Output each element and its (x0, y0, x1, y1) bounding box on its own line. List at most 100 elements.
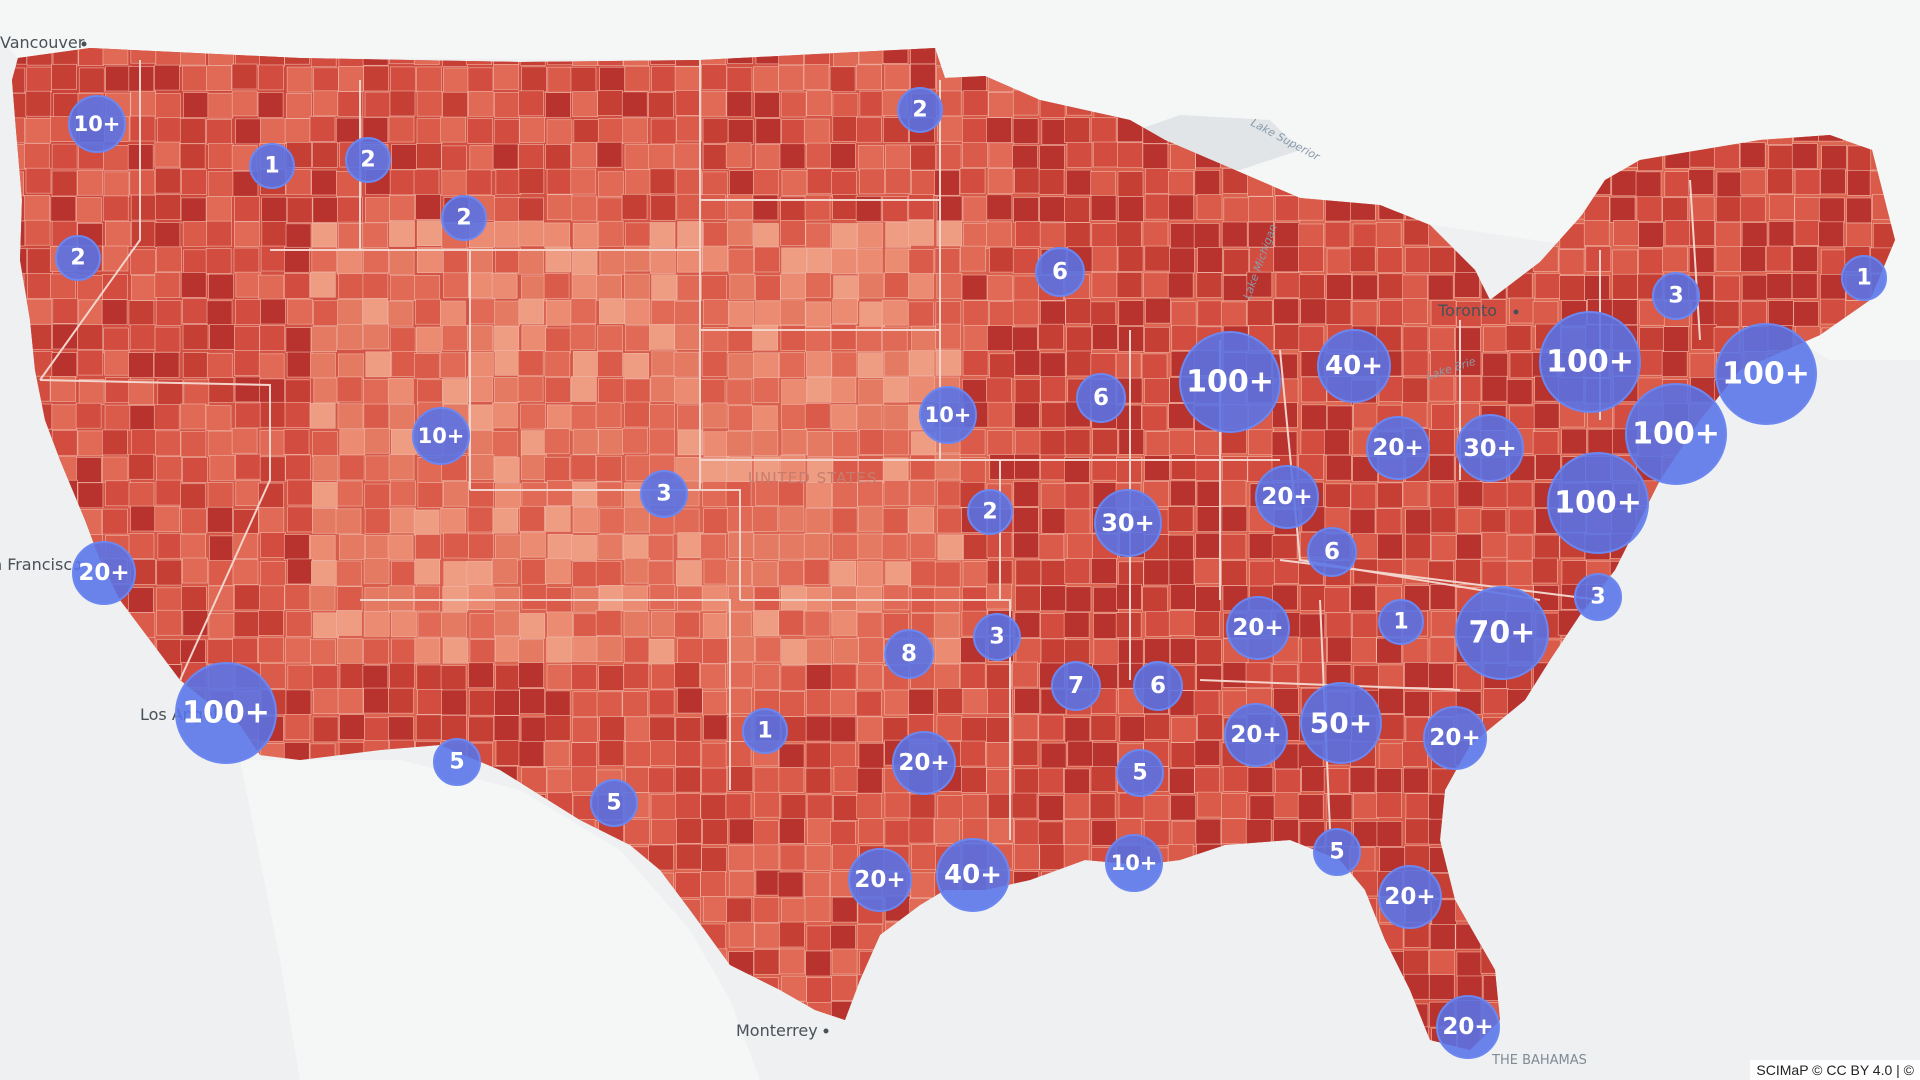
cluster-marker-albany[interactable]: 3 (1652, 272, 1700, 320)
cluster-circle[interactable] (441, 195, 487, 241)
cluster-marker-jackson[interactable]: 5 (1116, 749, 1164, 797)
cluster-circle[interactable] (1226, 596, 1290, 660)
cluster-circle[interactable] (1035, 247, 1085, 297)
cluster-circle[interactable] (1547, 452, 1649, 554)
cluster-marker-portland[interactable]: 2 (55, 235, 101, 281)
cluster-circle[interactable] (72, 541, 136, 605)
cluster-circle[interactable] (1224, 703, 1288, 767)
cluster-marker-kansas-city[interactable]: 2 (967, 489, 1013, 535)
cluster-circle[interactable] (1255, 465, 1319, 529)
cluster-marker-norfolk[interactable]: 3 (1574, 573, 1622, 621)
map-attribution[interactable]: SCIMaP © CC BY 4.0 | © (1750, 1060, 1920, 1080)
cluster-circle[interactable] (892, 731, 956, 795)
cluster-circle[interactable] (433, 738, 481, 786)
cluster-marker-albuquerque[interactable]: 1 (742, 708, 788, 754)
cluster-circle[interactable] (55, 235, 101, 281)
cluster-circle[interactable] (1423, 706, 1487, 770)
cluster-marker-omaha[interactable]: 10+ (919, 386, 977, 444)
cluster-marker-bay-area[interactable]: 20+ (72, 541, 136, 605)
cluster-circle[interactable] (1313, 828, 1361, 876)
cluster-marker-indianapolis[interactable]: 20+ (1255, 465, 1319, 529)
cluster-marker-roanoke[interactable]: 1 (1378, 599, 1424, 645)
cluster-circle[interactable] (1539, 311, 1641, 413)
cluster-marker-memphis[interactable]: 6 (1133, 661, 1183, 711)
cluster-circle[interactable] (590, 779, 638, 827)
cluster-marker-birmingham[interactable]: 20+ (1224, 703, 1288, 767)
cluster-circle[interactable] (1094, 489, 1162, 557)
cluster-circle[interactable] (175, 662, 277, 764)
cluster-circle[interactable] (936, 838, 1010, 912)
cluster-marker-nyc-upstate[interactable]: 100+ (1539, 311, 1641, 413)
cluster-marker-little-rock[interactable]: 7 (1051, 661, 1101, 711)
cluster-circle[interactable] (1841, 255, 1887, 301)
cluster-circle[interactable] (973, 613, 1021, 661)
cluster-marker-new-york[interactable]: 100+ (1625, 383, 1727, 485)
cluster-marker-boston[interactable]: 100+ (1715, 323, 1817, 425)
cluster-circle[interactable] (1366, 416, 1430, 480)
cluster-marker-austin[interactable]: 20+ (848, 848, 912, 912)
cluster-marker-oklahoma-city[interactable]: 8 (884, 629, 934, 679)
cluster-marker-pittsburgh[interactable]: 30+ (1456, 414, 1524, 482)
cluster-circle[interactable] (1436, 995, 1500, 1059)
cluster-marker-spokane[interactable]: 1 (249, 143, 295, 189)
cluster-marker-houston[interactable]: 40+ (936, 838, 1010, 912)
cluster-circle[interactable] (1307, 527, 1357, 577)
cluster-circle[interactable] (1076, 373, 1126, 423)
cluster-circle[interactable] (1116, 749, 1164, 797)
cluster-circle[interactable] (1179, 331, 1281, 433)
cluster-marker-columbia[interactable]: 20+ (1423, 706, 1487, 770)
cluster-marker-philadelphia[interactable]: 100+ (1547, 452, 1649, 554)
cluster-circle[interactable] (412, 407, 470, 465)
cluster-marker-tulsa[interactable]: 3 (973, 613, 1021, 661)
cluster-circle[interactable] (1715, 323, 1817, 425)
cluster-marker-denver[interactable]: 3 (640, 470, 688, 518)
cluster-circle[interactable] (1105, 834, 1163, 892)
cluster-circle[interactable] (1652, 272, 1700, 320)
cluster-marker-el-paso[interactable]: 5 (590, 779, 638, 827)
cluster-circle[interactable] (1455, 586, 1549, 680)
cluster-marker-seattle[interactable]: 10+ (68, 95, 126, 153)
cluster-marker-atlanta[interactable]: 50+ (1300, 682, 1382, 764)
cluster-marker-minneapolis[interactable]: 6 (1035, 247, 1085, 297)
cluster-marker-new-orleans[interactable]: 10+ (1105, 834, 1163, 892)
cluster-marker-miami[interactable]: 20+ (1436, 995, 1500, 1059)
cluster-marker-chicago[interactable]: 100+ (1179, 331, 1281, 433)
cluster-marker-nashville[interactable]: 20+ (1226, 596, 1290, 660)
cluster-marker-maine[interactable]: 1 (1841, 255, 1887, 301)
cluster-circle[interactable] (249, 143, 295, 189)
cluster-marker-orlando[interactable]: 20+ (1378, 865, 1442, 929)
cluster-marker-salt-lake[interactable]: 10+ (412, 407, 470, 465)
cluster-marker-louisville[interactable]: 6 (1307, 527, 1357, 577)
cluster-circle[interactable] (742, 708, 788, 754)
cluster-marker-phoenix[interactable]: 5 (433, 738, 481, 786)
cluster-circle[interactable] (1133, 661, 1183, 711)
cluster-marker-raleigh[interactable]: 70+ (1455, 586, 1549, 680)
cluster-circle[interactable] (1378, 865, 1442, 929)
cluster-circle[interactable] (345, 137, 391, 183)
cluster-marker-detroit[interactable]: 40+ (1317, 329, 1391, 403)
cluster-circle[interactable] (1378, 599, 1424, 645)
cluster-marker-dallas[interactable]: 20+ (892, 731, 956, 795)
cluster-marker-fargo[interactable]: 2 (897, 87, 943, 133)
cluster-circle[interactable] (1300, 682, 1382, 764)
cluster-marker-bozeman[interactable]: 2 (441, 195, 487, 241)
cluster-circle[interactable] (967, 489, 1013, 535)
cluster-circle[interactable] (848, 848, 912, 912)
cluster-marker-st-louis[interactable]: 30+ (1094, 489, 1162, 557)
cluster-circle[interactable] (1456, 414, 1524, 482)
cluster-marker-tallahassee[interactable]: 5 (1313, 828, 1361, 876)
cluster-circle[interactable] (1625, 383, 1727, 485)
cluster-circle[interactable] (919, 386, 977, 444)
cluster-circle[interactable] (1574, 573, 1622, 621)
cluster-circle[interactable] (884, 629, 934, 679)
cluster-circle[interactable] (640, 470, 688, 518)
cluster-circle[interactable] (1317, 329, 1391, 403)
cluster-marker-missoula[interactable]: 2 (345, 137, 391, 183)
cluster-circle[interactable] (897, 87, 943, 133)
cluster-circle[interactable] (68, 95, 126, 153)
cluster-marker-los-angeles[interactable]: 100+ (175, 662, 277, 764)
cluster-marker-cleveland[interactable]: 20+ (1366, 416, 1430, 480)
cluster-marker-iowa[interactable]: 6 (1076, 373, 1126, 423)
cluster-circle[interactable] (1051, 661, 1101, 711)
